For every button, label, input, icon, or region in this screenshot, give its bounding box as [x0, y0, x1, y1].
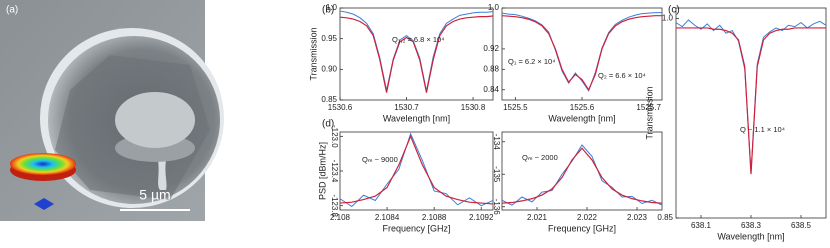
annotation: Qₘ ~ 9000 — [362, 155, 398, 164]
mode-icon-base — [34, 198, 54, 210]
x-axis-label: Frequency [GHz] — [548, 223, 616, 233]
x-tick-label: 638.5 — [791, 221, 812, 230]
x-tick-label: 1525.6 — [570, 103, 595, 112]
y-tick-label: 0.95 — [321, 34, 337, 43]
y-tick-label: 1.0 — [488, 3, 500, 12]
panel-label: (a) — [6, 5, 18, 16]
plot-frame — [501, 7, 663, 101]
x-tick-label: 1530.6 — [328, 103, 353, 112]
x-tick-label: 2.021 — [527, 213, 548, 222]
x-tick-label: 2.1092 — [469, 213, 494, 222]
annotation: Q₁,₂ = 6.8 × 10⁴ — [392, 35, 444, 44]
x-tick-label: 1525.5 — [503, 103, 528, 112]
y-tick-label: 0.88 — [483, 64, 499, 73]
y-axis-label: Transmission — [644, 86, 654, 139]
annotation: Q₁ = 6.2 × 10⁴ — [508, 57, 555, 66]
y-tick-label: -123.0 — [330, 125, 339, 148]
fit-line — [676, 27, 826, 175]
x-tick-label: 2.1084 — [375, 213, 400, 222]
y-tick-label: 0.92 — [483, 44, 499, 53]
plot-frame — [675, 7, 827, 219]
plot-frame — [339, 7, 494, 101]
x-tick-label: 2.023 — [627, 213, 648, 222]
sem-image: (a) 5 µm — [0, 0, 224, 221]
y-tick-label: -134 — [492, 134, 501, 151]
panel-label: (b) — [322, 5, 334, 16]
data-line — [675, 19, 827, 173]
scale-bar-label: 5 µm — [139, 187, 170, 203]
data-line — [339, 132, 494, 208]
x-tick-label: 1525.7 — [636, 103, 661, 112]
y-axis-label: Transmission — [308, 27, 318, 80]
pillar — [158, 160, 167, 190]
x-axis-label: Wavelength [nm] — [383, 113, 450, 123]
mode-icon — [10, 153, 76, 175]
y-tick-label: 0.84 — [483, 85, 499, 94]
x-tick-label: 2.1088 — [422, 213, 447, 222]
x-axis-label: Wavelength [nm] — [548, 113, 615, 123]
panel-label: (c) — [668, 5, 680, 16]
disk — [115, 92, 195, 148]
fit-line — [501, 147, 663, 204]
data-line — [501, 12, 662, 92]
data-line — [501, 144, 663, 206]
x-axis-label: Wavelength [nm] — [717, 231, 784, 241]
annotation: Q₂ = 6.6 × 10⁴ — [598, 71, 646, 80]
annotation: Qₘ ~ 2000 — [522, 153, 558, 162]
fit-line — [339, 15, 494, 93]
x-tick-label: 2.022 — [577, 213, 598, 222]
x-tick-label: 2.108 — [330, 213, 351, 222]
y-tick-label: -123.4 — [330, 160, 339, 183]
y-axis-label: PSD [dBm/Hz] — [317, 142, 327, 200]
plot-frame — [501, 131, 663, 211]
y-tick-label: 0.85 — [321, 95, 337, 104]
fit-line — [339, 134, 494, 205]
x-tick-label: 1530.8 — [461, 103, 486, 112]
panel-label: (d) — [322, 119, 334, 130]
y-tick-label: -135 — [492, 166, 501, 183]
x-tick-label: 1530.7 — [394, 103, 419, 112]
annotation: Q ~ 1.1 × 10⁴ — [740, 125, 785, 134]
x-tick-label: 638.3 — [741, 221, 762, 230]
y-tick-label: -136 — [492, 199, 501, 216]
y-tick-label: 1.0 — [326, 3, 338, 12]
y-tick-label: 0.90 — [321, 64, 337, 73]
x-tick-label: 638.1 — [691, 221, 712, 230]
x-axis-label: Frequency [GHz] — [382, 223, 450, 233]
y-tick-label: 1.0 — [662, 14, 674, 23]
y-tick-label: 0.85 — [657, 213, 673, 222]
fit-line — [501, 15, 662, 92]
y-tick-label: -123.8 — [330, 194, 339, 217]
